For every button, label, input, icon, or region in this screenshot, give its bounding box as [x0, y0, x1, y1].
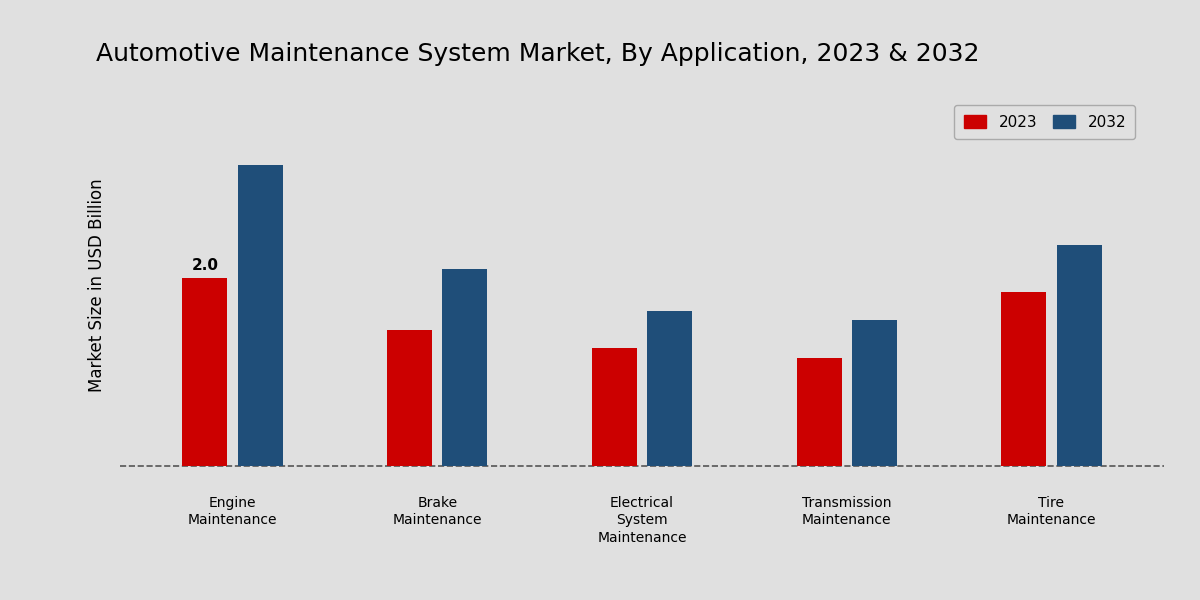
Bar — [592, 349, 637, 466]
Bar — [238, 165, 283, 466]
Bar — [388, 329, 432, 466]
Bar — [443, 269, 487, 466]
Y-axis label: Market Size in USD Billion: Market Size in USD Billion — [88, 178, 106, 392]
Text: 2.0: 2.0 — [192, 258, 218, 273]
Bar — [182, 278, 228, 466]
Bar — [797, 358, 841, 466]
Bar — [852, 320, 896, 466]
Legend: 2023, 2032: 2023, 2032 — [954, 106, 1135, 139]
Bar — [647, 311, 692, 466]
Bar — [1001, 292, 1046, 466]
Bar — [1056, 245, 1102, 466]
Text: Automotive Maintenance System Market, By Application, 2023 & 2032: Automotive Maintenance System Market, By… — [96, 42, 979, 66]
